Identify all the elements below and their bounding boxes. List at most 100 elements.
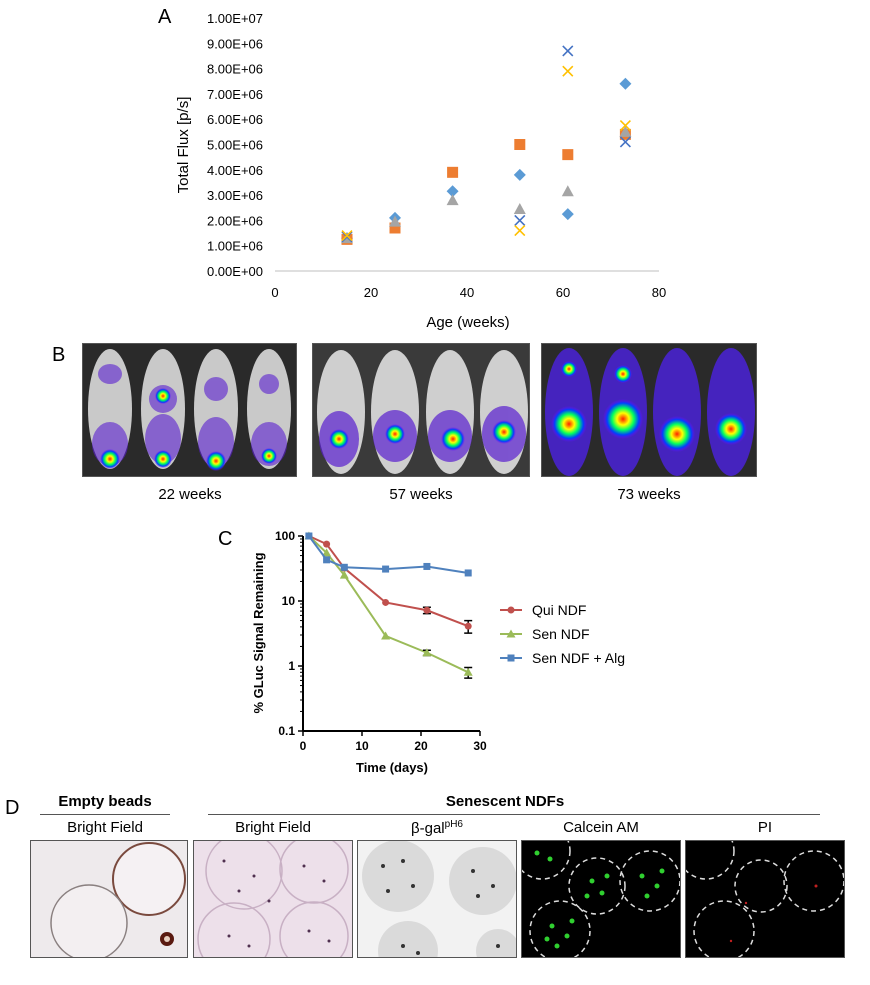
x-tick-label: 30 [473,739,487,753]
label-calcein-am: Calcein AM [563,819,639,836]
x-tick-label: 10 [355,739,369,753]
data-point-series-3 [446,194,459,206]
panel-label-a: A [158,6,172,28]
x-axis-label: Time (days) [356,760,428,775]
x-tick-label: 80 [652,285,666,300]
y-tick-label: 6.00E+06 [207,112,263,127]
data-point-series-3 [305,532,313,540]
legend-marker [507,606,515,614]
label-bright-field-senescent: Bright Field [235,819,311,836]
data-point-series-1 [464,622,472,630]
y-axis-label: Total Flux [p/s] [175,97,192,194]
series-line-3 [308,535,469,574]
x-tick-label: 20 [364,285,378,300]
y-tick-label: 1.00E+07 [207,11,263,26]
data-point-series-3 [561,185,574,197]
panel-label-d: D [5,797,20,819]
data-point-series-5 [341,230,353,242]
data-point-series-4 [619,136,631,148]
y-tick-label: 100 [275,529,295,543]
caption-57-weeks: 57 weeks [389,486,453,503]
caption-22-weeks: 22 weeks [158,486,222,503]
label-bright-field-empty: Bright Field [67,819,143,836]
y-axis-label: % GLuc Signal Remaining [251,552,266,713]
label-pi: PI [757,819,773,836]
y-tick-label: 0.00E+00 [207,264,263,279]
data-point-series-1 [323,540,331,548]
data-point-series-2 [463,667,473,676]
data-point-series-2 [322,548,332,557]
x-tick-label: 0 [300,739,307,753]
y-tick-label: 0.1 [278,724,295,738]
data-point-series-3 [389,215,401,227]
micrograph-beta-gal [357,840,517,958]
legend-marker [507,654,515,662]
y-tick-label: 3.00E+06 [207,188,263,203]
micrograph-pi [685,840,845,958]
x-tick-label: 0 [271,285,278,300]
micrograph-empty-beads [30,840,188,958]
legend-label: Sen NDF + Alg [532,650,625,666]
data-point-series-2 [381,631,391,640]
y-tick-label: 1 [288,659,295,673]
data-point-series-4 [514,214,526,226]
data-point-series-2 [447,166,459,178]
data-point-series-1 [423,606,431,614]
data-point-series-2 [562,149,574,161]
legend-marker [506,629,516,638]
group-label-empty-beads: Empty beads [58,793,152,810]
data-point-series-5 [562,65,574,77]
data-point-series-3 [382,565,390,573]
data-point-series-3 [323,556,331,564]
data-point-series-2 [389,222,401,234]
data-point-series-4 [562,45,574,57]
series-line-2 [308,535,469,674]
panel-label-c: C [218,528,233,550]
data-point-series-4 [341,231,353,243]
x-tick-label: 60 [556,285,570,300]
y-tick-label: 9.00E+06 [207,36,263,51]
micrograph-bright-field-senescent [193,840,353,958]
data-point-series-1 [446,185,459,198]
data-point-series-1 [513,168,526,181]
panel-label-b: B [52,344,66,366]
data-point-series-2 [339,570,349,579]
data-point-series-3 [340,563,348,571]
data-point-series-2 [422,648,432,657]
legend-label: Qui NDF [532,602,586,618]
micrograph-calcein-am [521,840,681,958]
y-tick-label: 5.00E+06 [207,138,263,153]
scatter-chart-total-flux: 0.00E+00 1.00E+06 2.00E+06 3.00E+06 4.00E+06… [175,11,666,331]
divider-senescent-ndfs [208,814,820,815]
beta-gal-superscript: pH6 [444,819,463,830]
x-tick-label: 20 [414,739,428,753]
data-point-series-3 [423,562,431,570]
data-point-series-2 [514,139,526,150]
x-axis-label: Age (weeks) [426,314,509,331]
line-chart-gluc-signal: 0.1 1 10 100 0 10 20 30 Qui NDF Sen NDF Sen NDF +… [251,529,625,775]
y-tick-label: 4.00E+06 [207,163,263,178]
data-point-series-5 [619,119,631,132]
x-tick-label: 40 [460,285,474,300]
mouse-imaging-22-weeks [82,343,297,477]
group-label-senescent-ndfs: Senescent NDFs [445,793,565,810]
series-line-1 [308,535,469,628]
data-point-series-1 [619,77,632,90]
y-tick-label: 7.00E+06 [207,87,263,102]
divider-empty-beads [40,814,170,815]
data-point-series-3 [619,125,632,137]
y-tick-label: 2.00E+06 [207,213,263,228]
y-tick-label: 1.00E+06 [207,239,263,254]
data-point-series-3 [464,569,472,577]
data-point-series-5 [514,224,526,237]
legend-label: Sen NDF [532,626,590,642]
caption-73-weeks: 73 weeks [617,486,681,503]
data-point-series-1 [382,598,390,606]
label-beta-gal: β-galpH6 [411,819,463,837]
y-tick-label: 8.00E+06 [207,62,263,77]
mouse-imaging-73-weeks [541,343,757,477]
data-point-series-3 [513,203,526,215]
mouse-imaging-57-weeks [312,343,530,477]
data-point-series-1 [561,208,574,221]
y-tick-label: 10 [282,594,296,608]
